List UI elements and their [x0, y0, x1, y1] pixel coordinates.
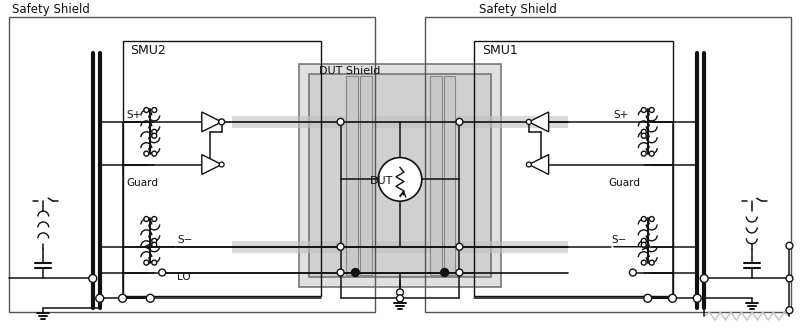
Text: S−: S−: [177, 235, 193, 245]
Bar: [425, 17, 791, 312]
Circle shape: [144, 260, 149, 265]
Circle shape: [152, 129, 157, 134]
Bar: [444, 76, 455, 275]
Circle shape: [378, 158, 422, 201]
Circle shape: [158, 269, 166, 276]
Circle shape: [786, 275, 793, 282]
Text: SMU1: SMU1: [482, 44, 518, 57]
Circle shape: [630, 269, 636, 276]
Circle shape: [700, 274, 708, 282]
Circle shape: [642, 133, 646, 138]
Bar: [299, 64, 501, 288]
Circle shape: [669, 294, 677, 302]
Bar: [9, 17, 375, 312]
Circle shape: [650, 216, 654, 221]
Circle shape: [456, 269, 463, 276]
Circle shape: [219, 119, 224, 124]
Circle shape: [642, 129, 646, 134]
Circle shape: [642, 216, 646, 221]
Bar: [122, 41, 321, 296]
Circle shape: [456, 118, 463, 125]
Circle shape: [152, 216, 157, 221]
Text: Guard: Guard: [608, 178, 640, 189]
Circle shape: [152, 108, 157, 113]
Circle shape: [152, 260, 157, 265]
Circle shape: [146, 294, 154, 302]
Circle shape: [144, 108, 149, 113]
Circle shape: [526, 119, 531, 124]
Polygon shape: [202, 112, 222, 132]
Circle shape: [650, 108, 654, 113]
Text: DUT: DUT: [370, 176, 394, 186]
Circle shape: [642, 151, 646, 156]
Circle shape: [144, 216, 149, 221]
Text: S+: S+: [126, 110, 142, 120]
Circle shape: [526, 162, 531, 167]
Text: DUT Shield: DUT Shield: [318, 66, 380, 76]
Bar: [430, 76, 442, 275]
Circle shape: [397, 289, 403, 296]
Circle shape: [694, 294, 702, 302]
Circle shape: [337, 243, 344, 250]
Circle shape: [456, 243, 463, 250]
Circle shape: [96, 294, 104, 302]
Polygon shape: [202, 155, 222, 174]
Text: Guard: Guard: [126, 178, 158, 189]
Bar: [474, 41, 673, 296]
Polygon shape: [529, 155, 549, 174]
Circle shape: [152, 242, 157, 247]
Bar: [346, 76, 358, 275]
Circle shape: [144, 151, 149, 156]
Circle shape: [642, 242, 646, 247]
Circle shape: [644, 294, 652, 302]
Circle shape: [89, 274, 97, 282]
Bar: [309, 74, 491, 277]
Circle shape: [397, 295, 403, 302]
Circle shape: [650, 151, 654, 156]
Text: SMU2: SMU2: [130, 44, 166, 57]
Text: Safety Shield: Safety Shield: [11, 3, 90, 16]
Bar: [231, 241, 569, 253]
Circle shape: [441, 268, 449, 276]
Circle shape: [337, 118, 344, 125]
Circle shape: [152, 238, 157, 243]
Text: Safety Shield: Safety Shield: [479, 3, 557, 16]
Circle shape: [152, 151, 157, 156]
Circle shape: [642, 260, 646, 265]
Polygon shape: [529, 112, 549, 132]
Text: LO: LO: [177, 271, 190, 282]
Circle shape: [337, 269, 344, 276]
Circle shape: [219, 162, 224, 167]
Circle shape: [642, 238, 646, 243]
Circle shape: [152, 133, 157, 138]
Circle shape: [118, 294, 126, 302]
Circle shape: [786, 242, 793, 249]
Bar: [360, 76, 372, 275]
Circle shape: [786, 307, 793, 314]
Circle shape: [351, 268, 359, 276]
Text: S+: S+: [613, 110, 628, 120]
Circle shape: [218, 119, 225, 125]
Bar: [231, 116, 569, 128]
Text: S−: S−: [611, 235, 626, 245]
Circle shape: [650, 260, 654, 265]
Circle shape: [642, 108, 646, 113]
